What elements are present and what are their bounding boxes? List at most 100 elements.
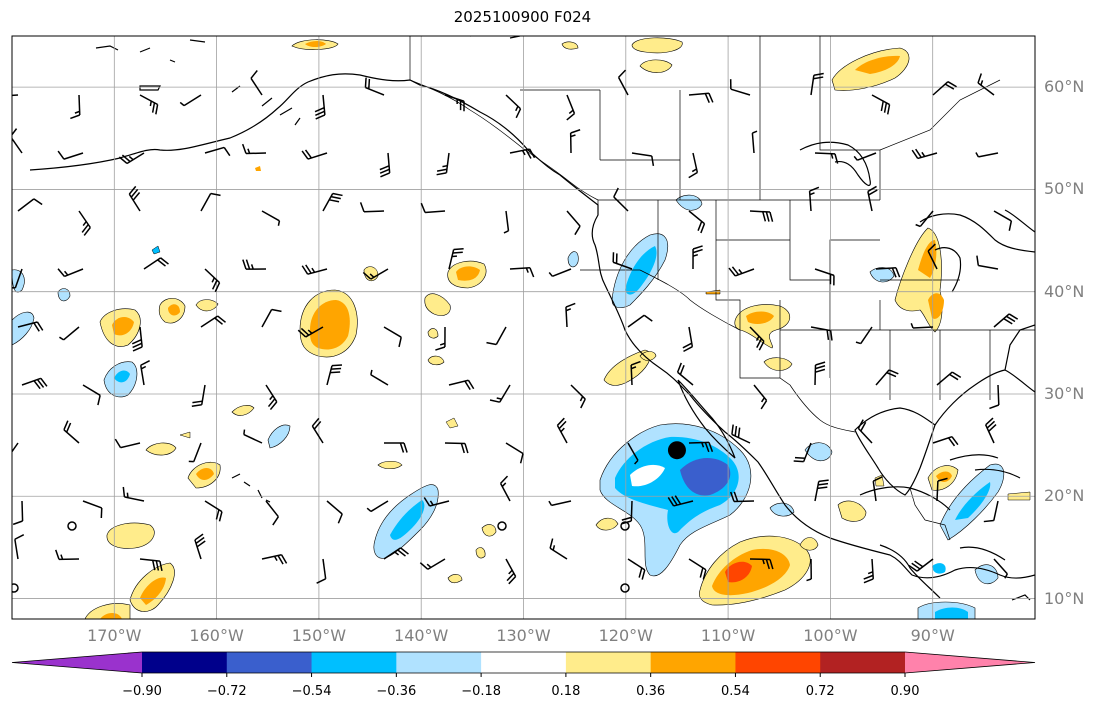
calm-wind-markers [12, 521, 630, 593]
colorbar-segment [735, 652, 821, 673]
wind-barb [204, 146, 231, 157]
wind-barb [486, 326, 507, 346]
wind-barb [977, 73, 995, 96]
colorbar-segment [820, 652, 906, 673]
wind-barb [984, 417, 997, 444]
wind-barb [204, 500, 223, 522]
wind-barb [114, 438, 141, 449]
colorbar-tick-label: −0.54 [291, 684, 332, 699]
wind-barb [122, 486, 145, 502]
wind-barb [17, 198, 43, 212]
wind-barb [688, 92, 714, 104]
wind-barb [875, 369, 899, 386]
wind-barb [556, 417, 568, 444]
longitude-label: 130°W [496, 626, 551, 645]
wind-barb [261, 210, 281, 226]
negative-anomaly-areas [12, 194, 1005, 619]
wind-barb [322, 192, 343, 212]
wind-barb [57, 268, 84, 278]
latitude-label: 20°N [1044, 486, 1085, 506]
colorbar-tick-label: −0.36 [376, 684, 417, 699]
wind-barb [316, 558, 327, 584]
wind-barb [872, 476, 883, 502]
wind-barb [57, 150, 84, 160]
wind-barb [627, 314, 653, 328]
wind-barb [749, 558, 774, 570]
wind-barb [976, 255, 999, 270]
wind-barb [383, 547, 409, 560]
wind-barb [78, 210, 91, 236]
wind-barb [444, 94, 465, 112]
wind-barb [194, 533, 206, 560]
wind-barb [12, 268, 23, 289]
wind-barb [932, 81, 957, 96]
longitude-label: 150°W [291, 626, 347, 645]
wind-barb [489, 384, 511, 403]
longitude-label: 110°W [700, 626, 756, 645]
wind-barb [505, 94, 522, 119]
wind-barb [566, 210, 581, 236]
wind-barb [420, 202, 446, 214]
wind-barb [188, 442, 202, 463]
wind-barb [311, 417, 324, 444]
wind-barb [326, 364, 343, 386]
wind-barb [569, 129, 581, 154]
wind-barb [814, 152, 839, 164]
wind-barb [509, 266, 535, 278]
colorbar-segment [396, 652, 482, 673]
wind-barb [814, 268, 835, 286]
wind-barb [362, 268, 389, 280]
longitude-label: 140°W [394, 626, 449, 645]
wind-barb [548, 500, 572, 507]
wind-barb [617, 69, 629, 96]
wind-barb [265, 384, 278, 411]
wind-barb [989, 384, 1000, 410]
colorbar-tick-label: 0.90 [890, 684, 920, 699]
wind-barb [128, 185, 141, 212]
wind-barb [729, 491, 755, 503]
wind-barb [908, 558, 934, 572]
wind-barb [808, 186, 820, 212]
wind-barb [436, 152, 450, 176]
wind-barb [548, 268, 572, 278]
wind-barb [509, 148, 536, 159]
wind-barb [915, 210, 934, 228]
colorbar-tick-label: −0.18 [461, 684, 502, 699]
wind-barb [676, 362, 694, 386]
wind-barb [301, 149, 328, 160]
wind-barb [297, 326, 324, 338]
wind-barb [936, 371, 962, 386]
wind-barb [301, 264, 328, 275]
wind-barb [499, 475, 511, 502]
wind-barb [667, 495, 694, 507]
wind-barb [12, 94, 19, 97]
wind-barb [503, 210, 510, 234]
wind-barb [261, 554, 288, 565]
wind-barb [749, 326, 765, 351]
wind-barb [631, 152, 655, 167]
wind-barb [419, 558, 446, 570]
wind-barb [383, 326, 402, 348]
latitude-label: 10°N [1044, 588, 1085, 608]
wind-barb [810, 72, 824, 96]
wind-barb [932, 435, 959, 447]
wind-barb [139, 558, 163, 572]
wind-barb [131, 326, 143, 352]
wind-barb [70, 94, 81, 120]
wind-barb [59, 326, 80, 341]
wind-barb [448, 248, 464, 270]
wind-barb [63, 420, 80, 444]
wind-barb [204, 268, 221, 293]
wind-barb [364, 77, 385, 96]
wind-barb [975, 152, 999, 158]
map-title: 2025100900 F024 [453, 8, 592, 26]
wind-barb [627, 442, 639, 465]
colorbar-tick-label: −0.90 [122, 684, 162, 699]
colorbar-tick-label: 0.54 [720, 684, 750, 699]
wind-barb [565, 302, 576, 328]
wind-barb [243, 429, 263, 444]
longitude-label: 100°W [803, 626, 858, 645]
colorbar [11, 651, 1036, 677]
wind-barb [14, 534, 25, 560]
wind-barb [751, 130, 758, 154]
